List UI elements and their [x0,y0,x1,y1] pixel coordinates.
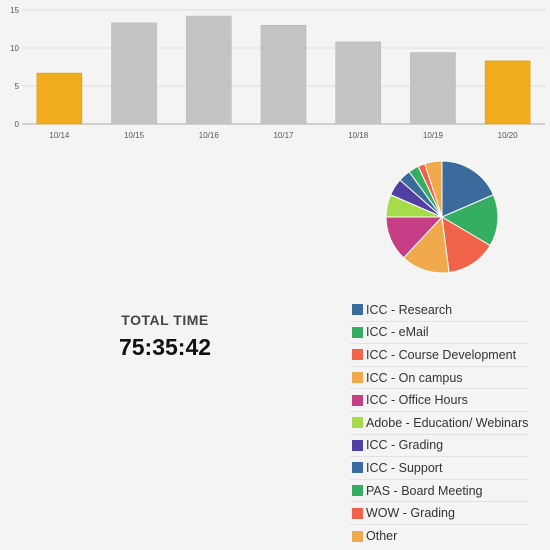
legend-swatch [352,417,363,429]
legend-label: PAS - Board Meeting [366,483,483,498]
legend-item[interactable]: ICC - On campus [350,367,528,390]
bar [260,24,307,125]
legend-swatch [352,439,363,451]
y-tick-label: 0 [15,120,20,129]
x-tick-label: 10/15 [124,131,145,140]
total-time-label: TOTAL TIME [121,312,209,328]
bar [410,52,456,125]
legend-label: ICC - eMail [366,325,429,340]
legend-swatch [352,326,363,338]
legend-item[interactable]: ICC - Support [350,457,528,480]
x-tick-label: 10/16 [199,131,220,140]
y-tick-label: 15 [10,6,19,15]
legend-label: ICC - Course Development [366,347,517,362]
legend-item[interactable]: ICC - Course Development [350,344,528,367]
legend-label: ICC - Research [366,302,453,317]
y-tick-label: 10 [10,44,19,53]
legend-label: ICC - Office Hours [366,393,468,408]
x-tick-label: 10/17 [273,131,294,140]
legend-swatch [352,530,363,542]
legend-item[interactable]: ICC - Research [350,299,528,322]
legend-item[interactable]: Adobe - Education/ Webinars [350,412,528,435]
legend-label: ICC - Support [366,460,443,475]
legend-item[interactable]: ICC - eMail [350,322,528,345]
pie-slice [441,216,491,274]
bar [111,22,157,125]
total-time-value: 75:35:42 [118,334,212,360]
legend-swatch [352,304,363,316]
bar [484,60,531,125]
legend-item[interactable]: Other [350,525,528,548]
bar [36,72,83,125]
legend-swatch [352,485,363,497]
pie-slice [440,194,499,247]
y-tick-label: 5 [15,82,20,91]
legend-item[interactable]: ICC - Office Hours [350,389,528,412]
legend-swatch [352,507,363,519]
legend-swatch [352,394,363,406]
legend-item[interactable]: WOW - Grading [350,502,528,525]
x-tick-label: 10/14 [49,131,70,140]
legend-label: ICC - Grading [366,438,444,453]
pie-slice [424,160,443,218]
legend-label: Other [366,529,398,544]
pie-legend: ICC - Research ICC - eMail ICC - Course De… [350,299,528,548]
pie-chart [385,160,499,274]
legend-label: ICC - On campus [366,370,463,385]
bar-chart: 0 5 10 15 10/14 10/15 10/16 10/17 10/18 10/19 10/2… [10,6,545,140]
legend-swatch [352,372,363,384]
bar [185,15,232,125]
legend-item[interactable]: PAS - Board Meeting [350,480,528,503]
legend-label: WOW - Grading [366,506,455,521]
x-tick-label: 10/18 [348,131,369,140]
legend-swatch [352,349,363,361]
legend-swatch [352,462,363,474]
total-time-block: TOTAL TIME 75:35:42 [95,312,235,361]
legend-label: Adobe - Education/ Webinars [366,415,529,430]
pie-slice [441,160,495,218]
x-tick-label: 10/20 [498,131,519,140]
bar [335,41,382,125]
legend-item[interactable]: ICC - Grading [350,435,528,458]
x-tick-label: 10/19 [423,131,444,140]
